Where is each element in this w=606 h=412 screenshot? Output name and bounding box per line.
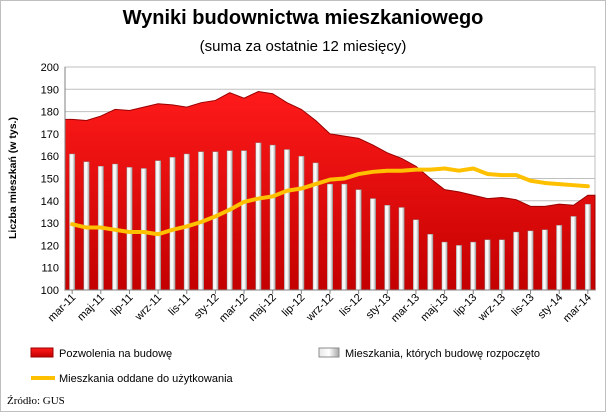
- started-bar: [284, 149, 290, 291]
- legend-label-permits: Pozwolenia na budowę: [59, 348, 172, 360]
- legend-item-started: Mieszkania, których budowę rozpoczęto: [318, 347, 540, 360]
- x-tick-label: maj-11: [75, 292, 107, 324]
- started-bar: [398, 207, 405, 291]
- started-bar: [527, 230, 534, 291]
- x-tick-label: lis-12: [338, 292, 365, 319]
- started-bar: [126, 167, 133, 291]
- y-tick-label: 190: [41, 84, 59, 96]
- started-bar: [255, 142, 262, 291]
- y-axis-label: Liczba mieszkań (w tys.): [7, 117, 19, 239]
- started-bar: [355, 189, 362, 291]
- y-tick-label: 120: [41, 240, 59, 252]
- x-tick-label: lis-13: [510, 292, 537, 319]
- x-tick-label: lip-11: [109, 292, 136, 319]
- x-tick-label: wrz-12: [304, 292, 337, 325]
- legend: Pozwolenia na budowę Mieszkania, których…: [30, 347, 540, 385]
- x-tick-label: lis-11: [166, 292, 193, 319]
- started-bar: [269, 144, 276, 291]
- x-tick-label: mar-14: [561, 292, 594, 325]
- y-tick-label: 170: [41, 129, 59, 141]
- started-bar: [556, 225, 563, 291]
- started-bar: [513, 231, 520, 291]
- x-tick-label: wrz-13: [475, 292, 508, 325]
- started-bar: [470, 241, 477, 291]
- chart-subtitle: (suma za ostatnie 12 miesięcy): [199, 38, 407, 55]
- x-tick-label: wrz-11: [132, 292, 164, 324]
- started-bar: [341, 183, 348, 291]
- started-bar: [370, 198, 376, 291]
- y-tick-label: 200: [41, 62, 59, 74]
- started-bar: [427, 234, 434, 291]
- started-bar: [183, 153, 190, 291]
- started-bar: [413, 219, 419, 291]
- y-tick-label: 160: [41, 151, 59, 163]
- legend-label-completed: Mieszkania oddane do użytkowania: [59, 373, 234, 385]
- x-tick-label: mar-13: [389, 292, 422, 325]
- started-bar: [169, 157, 176, 291]
- completed-line: [70, 166, 590, 237]
- y-tick-label: 110: [41, 263, 59, 275]
- y-tick-label: 150: [41, 174, 59, 186]
- started-bar: [69, 153, 76, 291]
- started-bar: [241, 150, 247, 291]
- legend-label-started: Mieszkania, których budowę rozpoczęto: [345, 348, 540, 360]
- x-tick-label: mar-12: [217, 292, 250, 325]
- y-tick-label: 140: [41, 196, 59, 208]
- started-bar: [541, 229, 548, 291]
- y-tick-label: 100: [41, 285, 59, 297]
- y-tick-labels: 100 110 120 130 140 150 160 170 180 190 200: [41, 62, 59, 297]
- started-bar: [441, 241, 448, 291]
- completed-line-layer: [70, 166, 590, 237]
- started-bar: [327, 183, 333, 291]
- chart-title: Wyniki budownictwa mieszkaniowego: [122, 7, 484, 29]
- legend-swatch-permits: [30, 347, 54, 358]
- started-bar: [298, 155, 305, 291]
- started-bar: [484, 239, 491, 291]
- legend-swatch-started: [318, 347, 340, 358]
- y-tick-label: 130: [41, 218, 59, 230]
- source-note: Źródło: GUS: [7, 395, 65, 407]
- started-bar: [384, 205, 391, 291]
- started-bar: [155, 160, 162, 291]
- started-bar: [212, 151, 219, 291]
- started-bar: [570, 216, 577, 291]
- legend-item-completed: Mieszkania oddane do użytkowania: [31, 373, 234, 385]
- started-bar: [455, 245, 462, 291]
- x-tick-label: maj-12: [247, 292, 279, 324]
- started-bar: [498, 239, 505, 291]
- y-tick-label: 180: [41, 107, 59, 119]
- started-bar: [112, 163, 119, 291]
- started-bar: [140, 168, 147, 291]
- legend-item-permits: Pozwolenia na budowę: [30, 347, 172, 360]
- x-tick-label: maj-13: [418, 292, 450, 324]
- started-bar: [226, 150, 233, 291]
- started-bar: [584, 203, 591, 291]
